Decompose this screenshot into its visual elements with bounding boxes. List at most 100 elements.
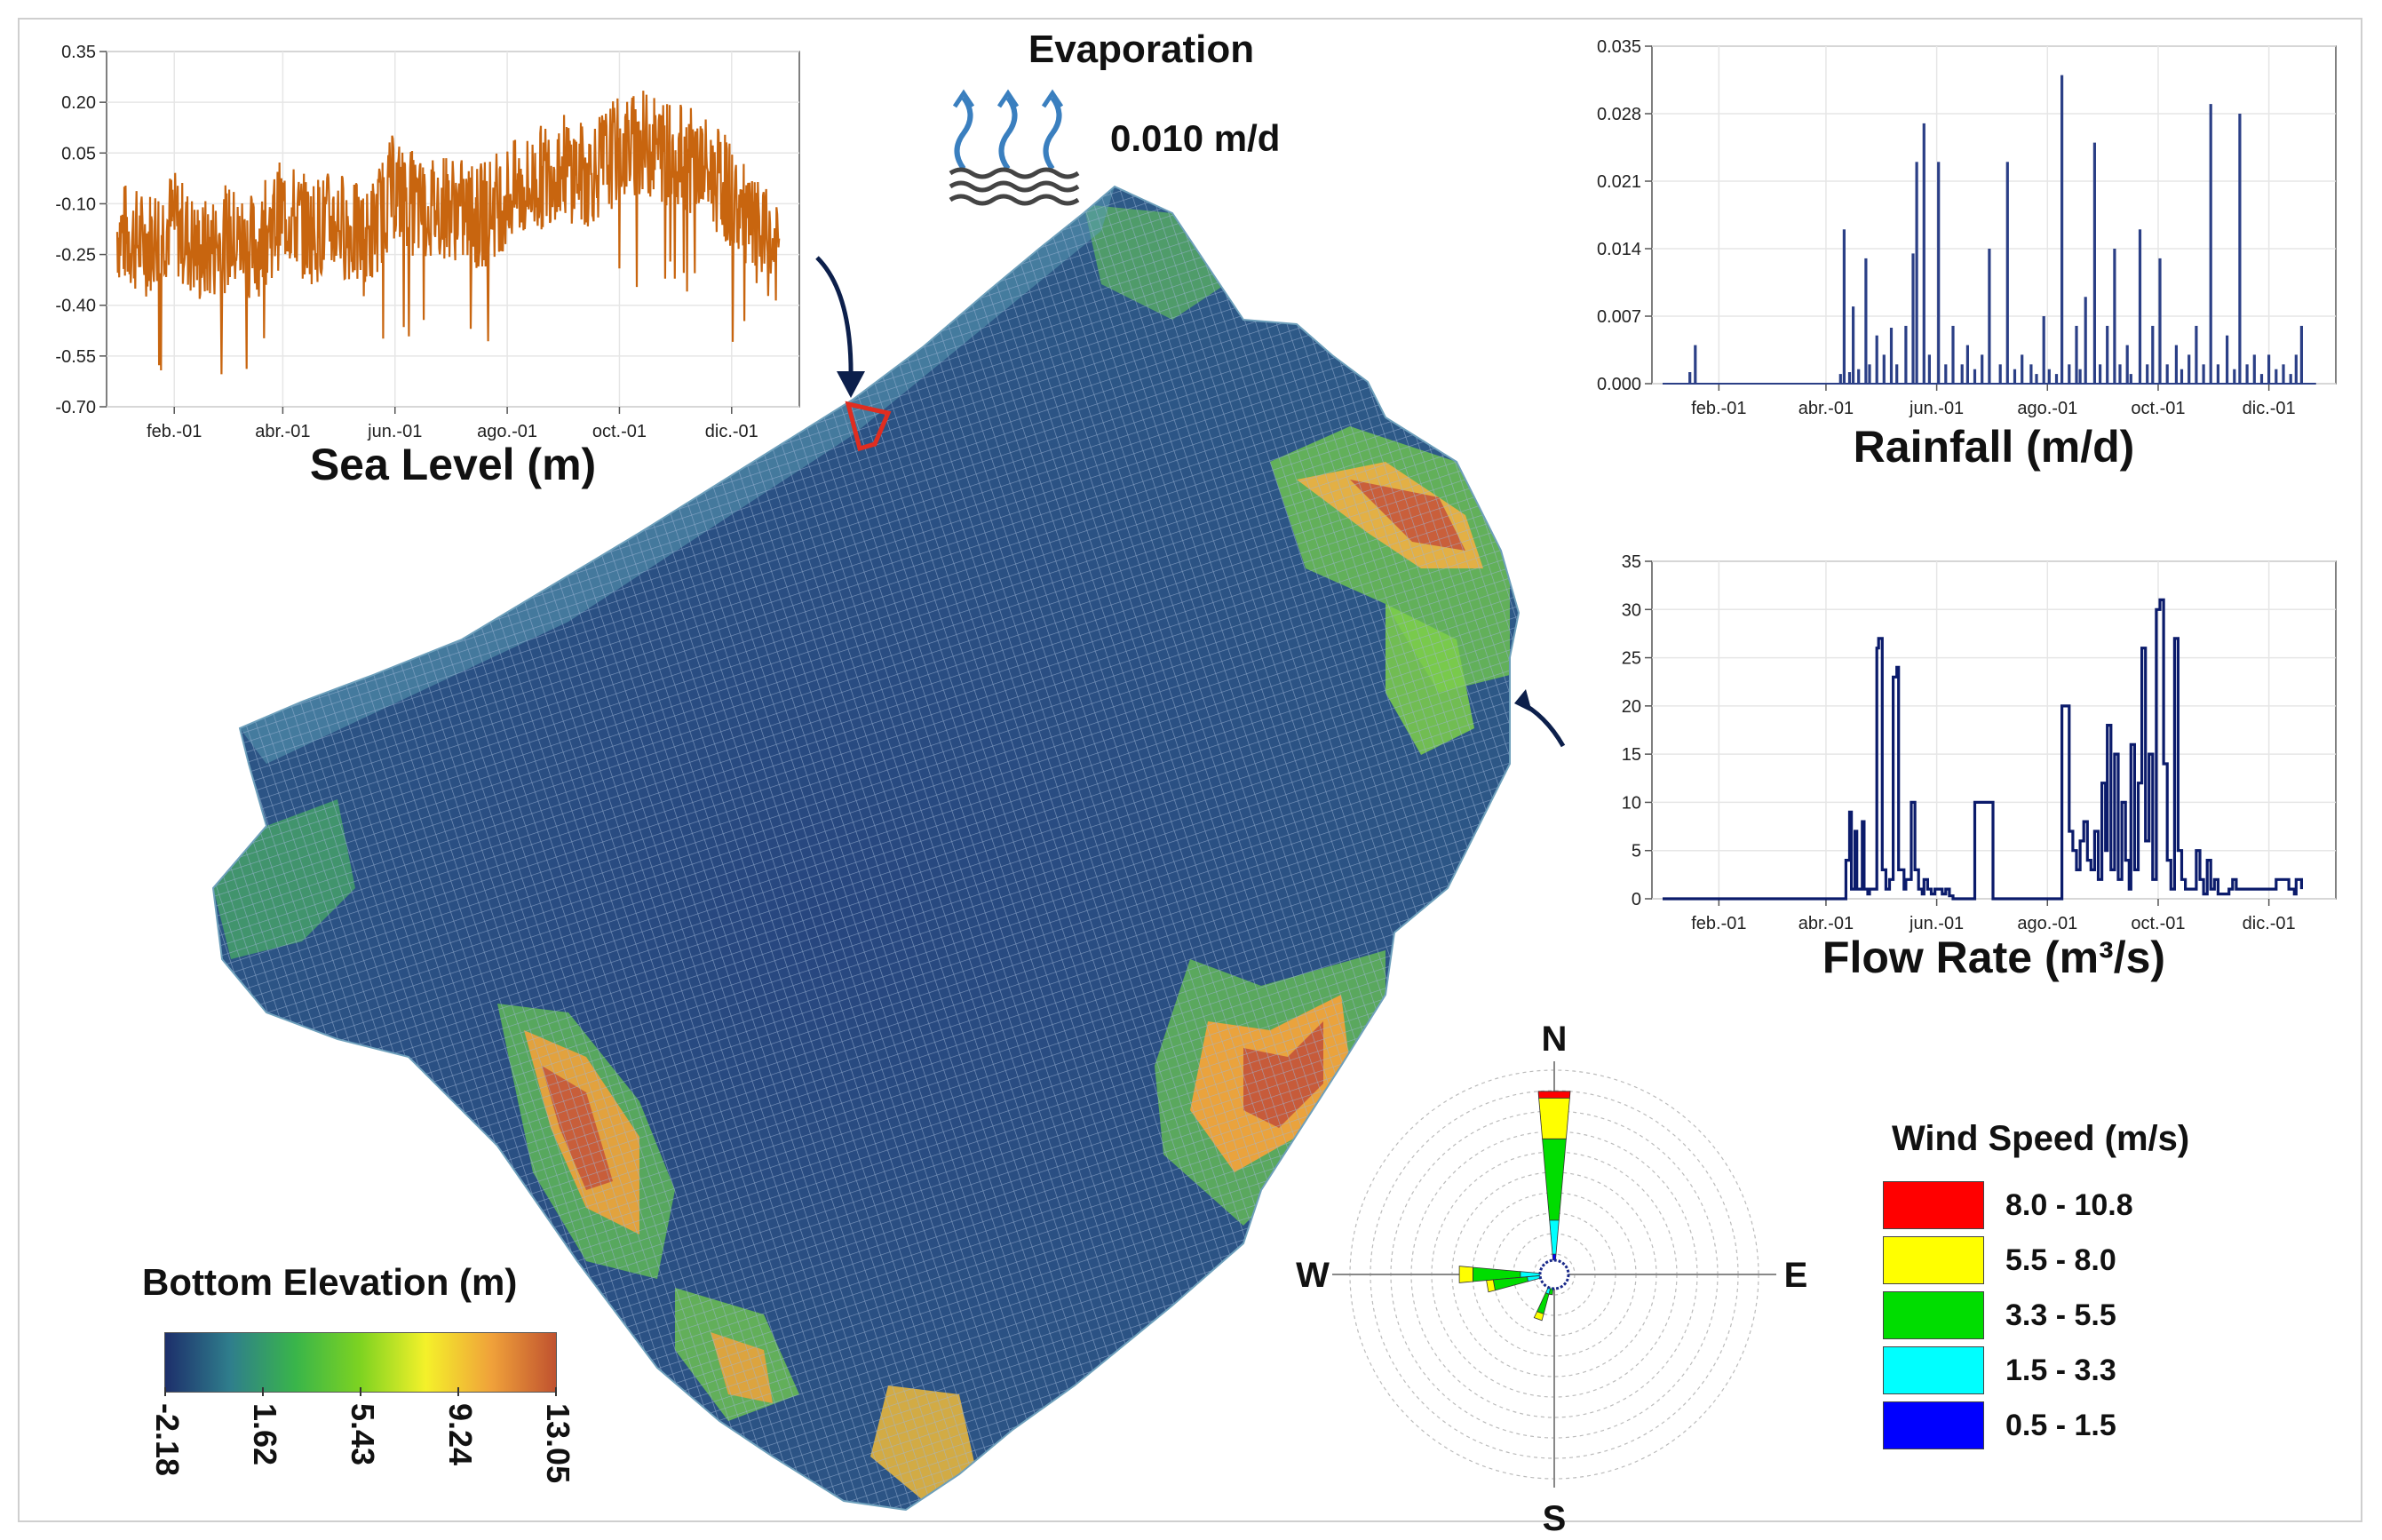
rainfall-bar [1889, 328, 1894, 384]
rainfall-bar [2294, 354, 2298, 384]
compass-label-e: E [1784, 1256, 1808, 1295]
y-tick-label: 0.021 [1597, 172, 1641, 192]
rainfall-bar [2209, 104, 2212, 384]
x-tick-label: abr.-01 [255, 422, 310, 441]
y-tick-label: 35 [1622, 552, 1641, 572]
rainfall-bar [1847, 372, 1852, 384]
rainfall-bar [1944, 364, 1948, 384]
wind-legend-label: 1.5 - 3.3 [2005, 1353, 2116, 1387]
rainfall-bar [1688, 372, 1692, 384]
x-tick-label: ago.-01 [2017, 914, 2077, 933]
rainfall-bar [2187, 354, 2191, 384]
rainfall-bar [2075, 325, 2078, 384]
x-tick-label: abr.-01 [1798, 914, 1854, 933]
rainfall-chart: 0.035 0.028 0.021 0.014 0.007 0.000 feb.-01 abr… [1597, 37, 2337, 472]
x-tick-label: dic.-01 [2243, 914, 2296, 933]
rainfall-bar [2092, 142, 2096, 384]
rainfall-bar [1904, 325, 1908, 384]
x-tick-label: feb.-01 [1691, 399, 1746, 418]
wind-rose-petal [1538, 1098, 1570, 1139]
wind-legend-row: 8.0 - 10.8 [1883, 1181, 2133, 1229]
x-tick-label: feb.-01 [1691, 914, 1746, 933]
wind-legend-row: 5.5 - 8.0 [1883, 1236, 2116, 1284]
rainfall-bar [2299, 325, 2303, 384]
rainfall-bar [1981, 354, 1984, 384]
rainfall-bar [1842, 229, 1846, 384]
rainfall-bar [2113, 249, 2116, 384]
rainfall-bar [1895, 364, 1899, 384]
wind-rose-petal [1458, 1266, 1473, 1283]
rainfall-bar [1882, 354, 1886, 384]
wind-speed-legend: Wind Speed (m/s) 8.0 - 10.8 5.5 - 8.0 3.3 … [1883, 1119, 2309, 1474]
rainfall-bar [2054, 374, 2059, 384]
colorbar-tick-label: 5.43 [345, 1403, 381, 1466]
y-tick-label: 0.20 [61, 93, 96, 113]
rainfall-bar [2151, 325, 2155, 384]
rainfall-bar [2238, 114, 2242, 384]
evaporation-panel: Evaporation 0.010 m/d [949, 28, 1280, 206]
rainfall-bar [1911, 253, 1915, 384]
rainfall-bar [2180, 369, 2184, 384]
wind-rose-petal [1549, 1219, 1560, 1255]
wind-legend-label: 3.3 - 5.5 [2005, 1298, 2116, 1332]
colorbar-tick-mark [457, 1387, 459, 1396]
rainfall-bar [2042, 316, 2045, 384]
y-tick-label: -0.25 [55, 246, 96, 266]
rainfall-bar [2029, 364, 2033, 384]
rainfall-bar [2252, 354, 2256, 384]
wind-rose-petal [1533, 1311, 1544, 1322]
colorbar-tick-label: 1.62 [247, 1403, 283, 1466]
rainfall-bar [1694, 345, 1697, 384]
rainfall-bar [2118, 364, 2122, 384]
y-tick-label: 0.014 [1597, 240, 1641, 259]
compass-label-s: S [1543, 1499, 1567, 1538]
x-tick-label: ago.-01 [2017, 399, 2077, 418]
rainfall-bar [2195, 325, 2198, 384]
rainfall-bar [2129, 374, 2132, 384]
compass-label-w: W [1296, 1256, 1330, 1295]
wind-legend-swatch [1883, 1346, 1984, 1394]
y-tick-label: 15 [1622, 745, 1641, 765]
wind-legend-swatch [1883, 1181, 1984, 1229]
rainfall-bar [1868, 364, 1871, 384]
colorbar-tick-mark [555, 1387, 557, 1396]
wind-rose-petal [1486, 1279, 1496, 1293]
rainfall-bar [1937, 162, 1941, 384]
y-tick-label: 25 [1622, 649, 1641, 669]
rainfall-bar [2021, 354, 2024, 384]
rainfall-bar [2165, 364, 2169, 384]
y-tick-label: 0.05 [61, 144, 96, 163]
rainfall-bar [2125, 345, 2129, 384]
sea-arrow-icon [815, 256, 854, 383]
y-tick-label: 30 [1622, 600, 1641, 620]
evaporation-value: 0.010 m/d [1110, 117, 1280, 159]
rainfall-bar [2106, 325, 2109, 384]
x-tick-label: feb.-01 [147, 422, 202, 441]
wind-legend-label: 5.5 - 8.0 [2005, 1242, 2116, 1277]
wind-rose: N E S W [1296, 1020, 1808, 1538]
rainfall-bar [2035, 374, 2038, 384]
rainfall-bar [1857, 369, 1861, 384]
y-tick-label: 0.007 [1597, 307, 1641, 327]
rainfall-bar [2282, 364, 2285, 384]
rainfall-bar [2289, 374, 2292, 384]
rainfall-bar [1998, 364, 2002, 384]
rainfall-bar [2226, 335, 2229, 384]
colorbar-tick-label: -2.18 [149, 1403, 186, 1477]
rainfall-bar [2259, 374, 2264, 384]
colorbar-tick-label: 13.05 [540, 1403, 576, 1484]
y-tick-label: 0 [1632, 890, 1641, 909]
rainfall-bar [1988, 249, 1991, 384]
x-tick-label: dic.-01 [705, 422, 758, 441]
wind-rose-petal [1542, 1138, 1567, 1221]
rainfall-bar [2013, 369, 2017, 384]
colorbar-tick-mark [360, 1387, 361, 1396]
rainfall-bar [2138, 229, 2142, 384]
rainfall-bar [1965, 345, 1969, 384]
rainfall-bar [1875, 335, 1878, 384]
plot-area [1651, 45, 2337, 385]
flow-rate-series-line [1663, 598, 2303, 901]
chart-title: Flow Rate (m³/s) [1822, 933, 2165, 982]
rainfall-bar [1864, 258, 1868, 384]
rainfall-bar [2233, 369, 2236, 384]
